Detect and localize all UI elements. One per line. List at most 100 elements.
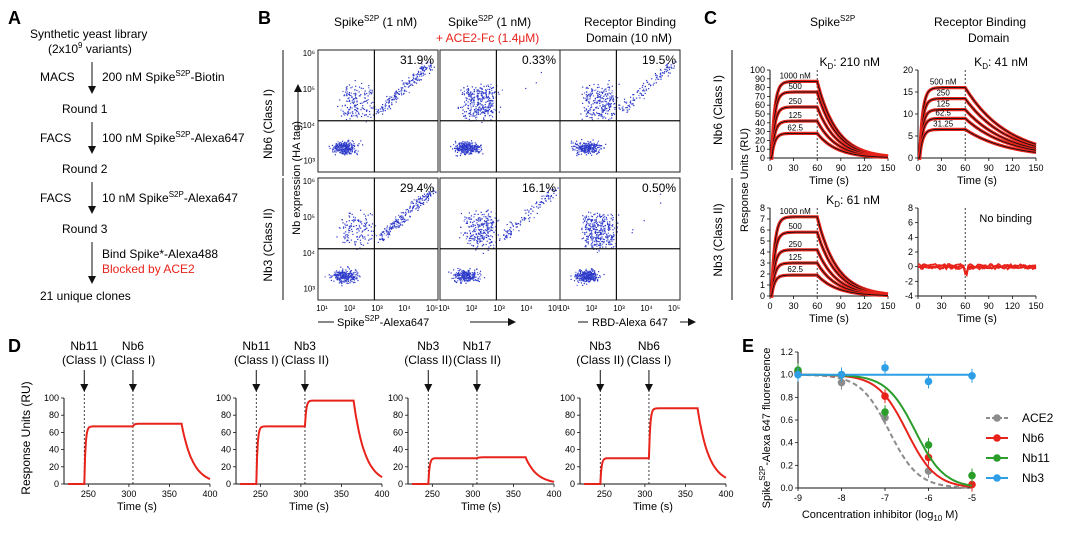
b-event-dot	[479, 87, 482, 89]
b-event-dot	[581, 275, 583, 277]
b-event-dot	[663, 72, 665, 74]
b-event-dot	[485, 85, 488, 87]
b-event-dot	[609, 221, 611, 223]
b-event-dot	[341, 152, 343, 155]
b-event-dot	[398, 93, 400, 95]
b-event-dot	[423, 196, 425, 198]
b-event-dot	[595, 244, 597, 246]
b-event-dot	[340, 152, 342, 154]
b-event-dot	[421, 199, 423, 201]
b-event-dot	[593, 227, 595, 229]
b-event-dot	[609, 234, 611, 236]
d-xlabel: Time (s)	[289, 501, 329, 513]
b-event-dot	[583, 274, 586, 276]
b-event-dot	[324, 276, 326, 278]
b-event-dot	[479, 102, 482, 104]
b-event-dot	[584, 148, 586, 150]
b-event-dot	[557, 187, 559, 189]
b-event-dot	[485, 211, 487, 213]
b-event-dot	[583, 107, 585, 109]
b-event-dot	[470, 218, 472, 220]
b-event-dot	[427, 196, 430, 198]
b-event-dot	[400, 92, 402, 94]
b-event-dot	[354, 104, 356, 106]
b-event-dot	[399, 222, 401, 224]
b-event-dot	[475, 147, 477, 149]
b-event-dot	[583, 280, 585, 282]
b-event-dot	[415, 78, 417, 80]
c-ytick-label: 50	[755, 109, 765, 119]
b-event-dot	[473, 89, 475, 91]
b-percent-label: 0.50%	[642, 181, 676, 195]
b-event-dot	[470, 94, 472, 96]
b-event-dot	[425, 195, 427, 197]
b-event-dot	[339, 227, 341, 229]
b-event-dot	[405, 211, 407, 213]
b-event-dot	[478, 151, 480, 154]
b-event-dot	[486, 96, 488, 98]
b-event-dot	[435, 192, 437, 194]
b-event-dot	[611, 238, 613, 240]
b-event-dot	[596, 217, 598, 219]
b-event-dot	[602, 110, 604, 112]
b-ytick: 10⁵	[303, 85, 315, 94]
e-xtick-label: -7	[881, 493, 889, 503]
b-event-dot	[397, 226, 399, 229]
b-event-dot	[339, 276, 341, 278]
c-fit-line	[770, 132, 888, 159]
b-event-dot	[401, 90, 403, 92]
b-event-dot	[491, 100, 493, 102]
b-event-dot	[646, 79, 648, 82]
b-event-dot	[474, 146, 476, 148]
b-event-dot	[477, 151, 479, 153]
b-event-dot	[351, 213, 353, 215]
b-event-dot	[343, 112, 345, 114]
b-event-dot	[425, 62, 427, 64]
b-event-dot	[384, 103, 386, 105]
b-event-dot	[600, 97, 602, 99]
b-event-dot	[342, 241, 344, 243]
b-event-dot	[638, 94, 640, 97]
b-event-dot	[460, 279, 462, 281]
b-event-dot	[346, 153, 348, 155]
b-event-dot	[490, 87, 493, 89]
b-event-dot	[601, 219, 603, 221]
b-event-dot	[349, 271, 351, 273]
b-event-dot	[586, 238, 588, 240]
b-event-dot	[490, 229, 492, 231]
b-event-dot	[476, 110, 478, 112]
b-event-dot	[652, 84, 654, 86]
b-event-dot	[484, 236, 486, 238]
d-ytick-label: 0	[54, 479, 59, 489]
b-event-dot	[487, 84, 489, 86]
b-event-dot	[599, 215, 601, 217]
b-event-dot	[480, 83, 482, 85]
b-event-dot	[545, 195, 547, 197]
b-event-dot	[491, 111, 493, 113]
b-event-dot	[419, 201, 421, 203]
b-event-dot	[605, 246, 607, 248]
b-event-dot	[673, 67, 675, 69]
b-event-dot	[591, 268, 593, 270]
b-event-dot	[417, 206, 419, 208]
b-event-dot	[463, 105, 465, 107]
b-event-dot	[603, 241, 605, 243]
b-event-dot	[584, 92, 586, 94]
b-event-dot	[588, 276, 590, 278]
b-event-dot	[479, 241, 481, 243]
b-event-dot	[493, 244, 495, 246]
b-xtick: 10⁴	[520, 304, 533, 313]
b-event-dot	[580, 270, 582, 272]
b-event-dot	[584, 218, 586, 220]
b-event-dot	[606, 219, 608, 221]
e-ytick-label: 0.8	[780, 392, 793, 402]
b-event-dot	[353, 93, 355, 95]
b-event-dot	[643, 98, 645, 100]
b-event-dot	[605, 217, 607, 219]
b-event-dot	[347, 93, 349, 95]
b-event-dot	[408, 210, 410, 212]
b-event-dot	[520, 220, 522, 222]
b-event-dot	[353, 98, 355, 100]
b-event-dot	[336, 236, 338, 238]
b-event-dot	[601, 237, 603, 239]
